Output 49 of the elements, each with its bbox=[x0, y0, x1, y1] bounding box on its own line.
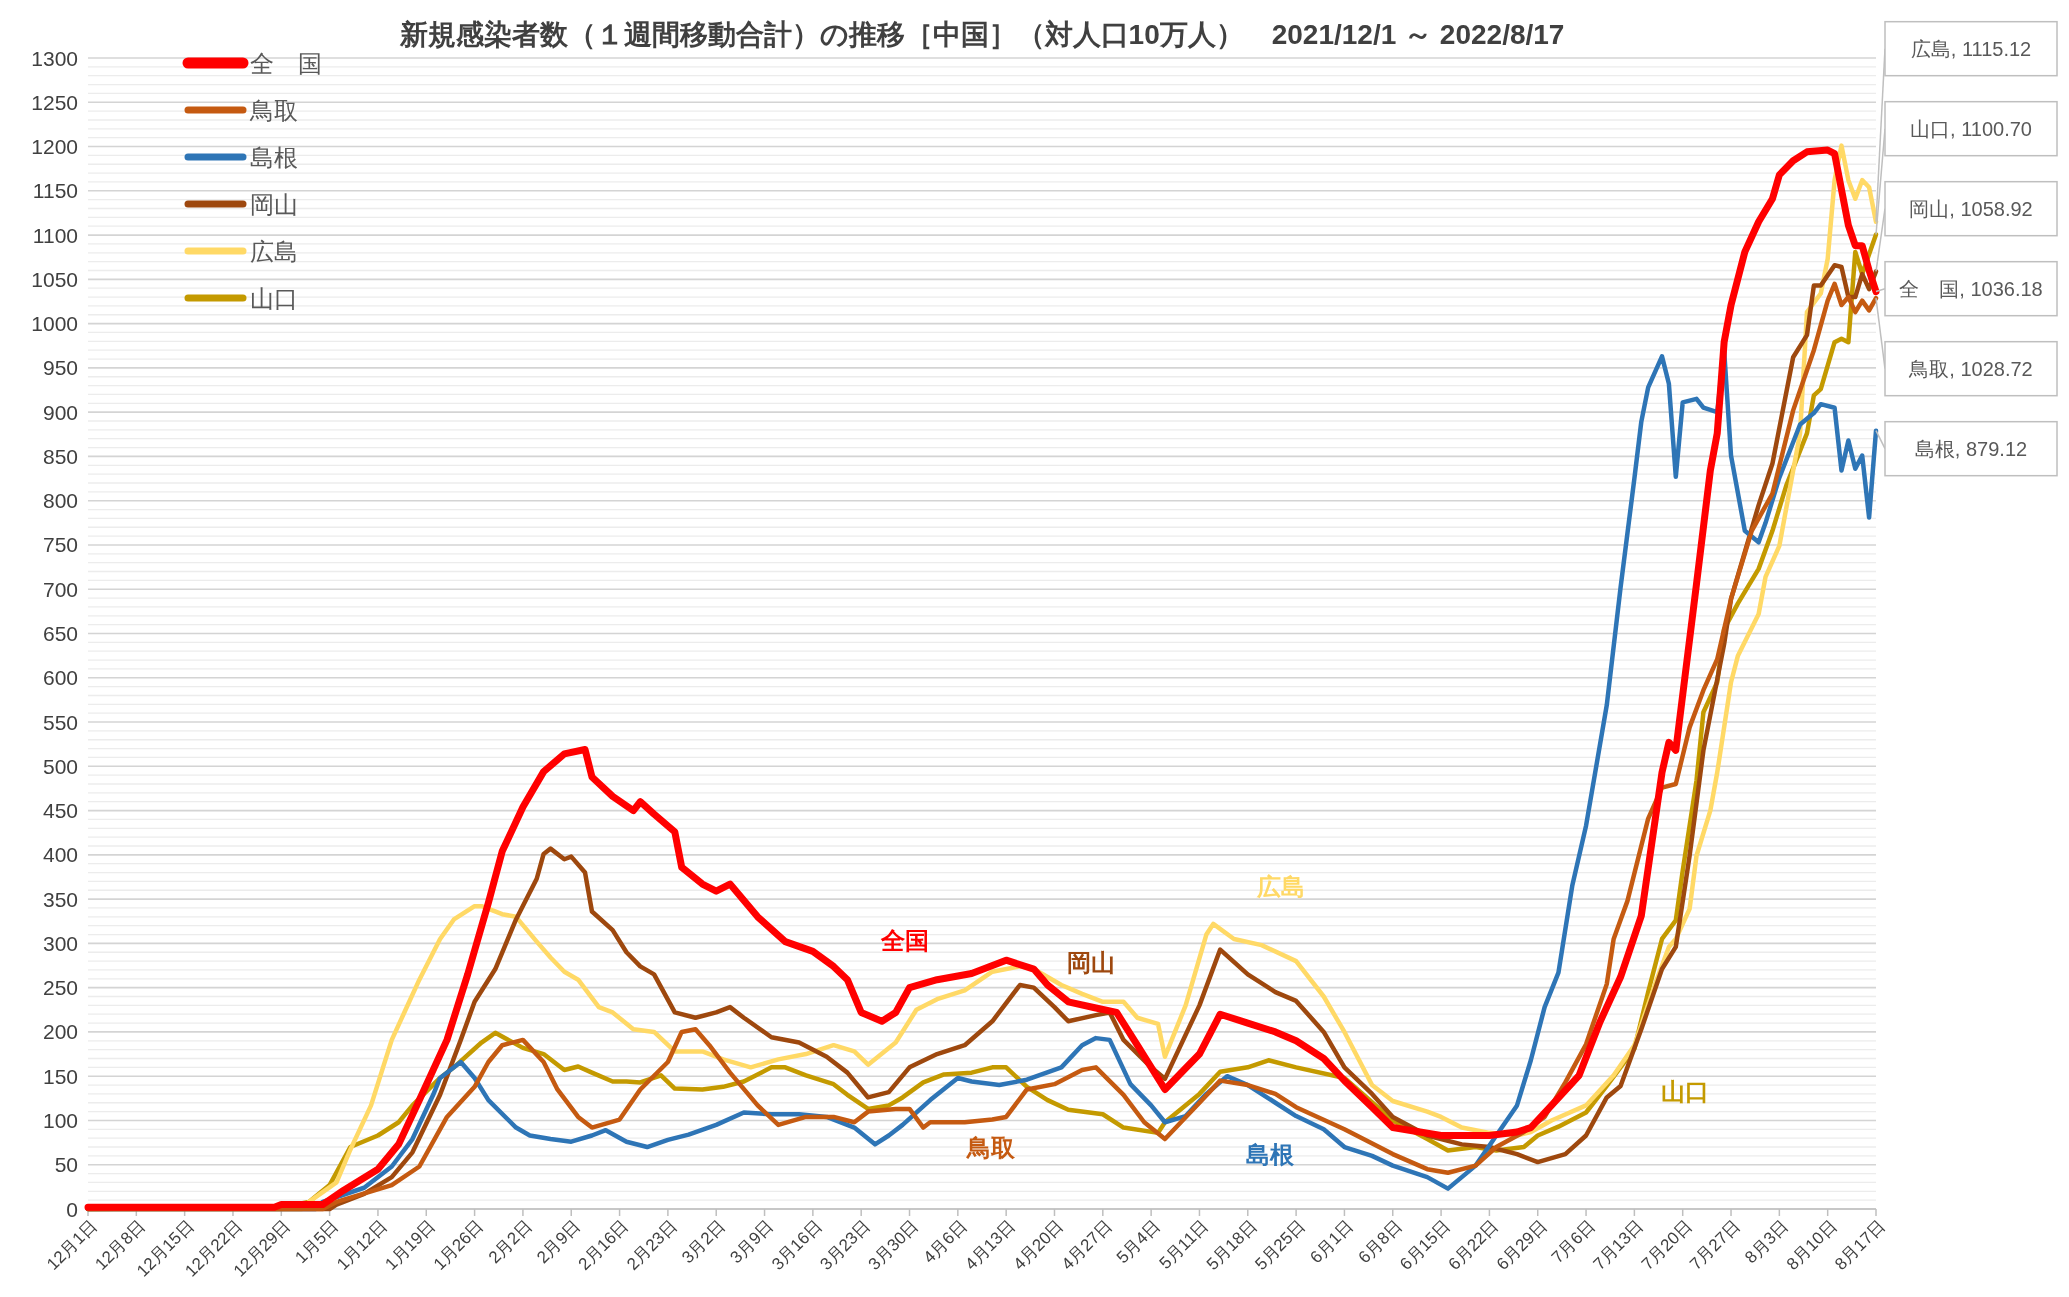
y-tick-label: 800 bbox=[42, 489, 78, 513]
annotation: 岡山, 1058.92 bbox=[1909, 197, 2033, 220]
y-tick-label: 250 bbox=[42, 976, 78, 1000]
x-tick-label: 6月1日 bbox=[1306, 1216, 1358, 1268]
y-tick-label: 1000 bbox=[31, 312, 78, 336]
annotation: 山口, 1100.70 bbox=[1910, 117, 2032, 140]
annotation: 鳥取, 1028.72 bbox=[1908, 357, 2033, 380]
annotation: 山口 bbox=[1660, 1078, 1709, 1106]
legend-label: 岡山 bbox=[250, 190, 298, 218]
y-tick-label: 900 bbox=[42, 400, 78, 424]
y-tick-label: 550 bbox=[42, 710, 78, 734]
y-tick-label: 0 bbox=[66, 1197, 78, 1221]
annotation: 広島 bbox=[1255, 873, 1305, 901]
y-tick-label: 1300 bbox=[31, 46, 78, 70]
legend-label: 全 国 bbox=[250, 49, 322, 77]
annotation: 全 国, 1036.18 bbox=[1899, 277, 2043, 300]
legend-label: 鳥取 bbox=[249, 96, 298, 124]
y-tick-label: 450 bbox=[42, 799, 78, 823]
y-tick-label: 750 bbox=[42, 533, 78, 557]
annotation: 全国 bbox=[880, 927, 930, 955]
y-tick-label: 350 bbox=[42, 887, 78, 911]
x-tick-label: 2月2日 bbox=[484, 1216, 536, 1268]
y-tick-label: 1100 bbox=[32, 223, 78, 247]
y-tick-label: 50 bbox=[54, 1153, 78, 1177]
y-tick-label: 300 bbox=[42, 931, 78, 955]
annotation: 広島, 1115.12 bbox=[1910, 37, 2032, 60]
y-tick-label: 650 bbox=[42, 622, 78, 645]
y-tick-label: 1250 bbox=[31, 90, 78, 114]
annotation: 島根, 879.12 bbox=[1914, 437, 2028, 460]
legend-label: 島根 bbox=[250, 143, 298, 171]
y-tick-label: 500 bbox=[42, 754, 78, 778]
y-tick-label: 600 bbox=[42, 666, 78, 690]
legend-label: 山口 bbox=[250, 284, 298, 312]
y-tick-label: 1200 bbox=[31, 135, 78, 159]
annotation: 島根 bbox=[1245, 1141, 1295, 1169]
y-tick-label: 950 bbox=[42, 356, 78, 380]
y-tick-label: 850 bbox=[42, 444, 78, 468]
y-tick-label: 400 bbox=[42, 843, 78, 867]
legend-label: 広島 bbox=[250, 237, 298, 265]
annotation: 岡山 bbox=[1067, 949, 1116, 977]
y-tick-label: 1150 bbox=[32, 179, 78, 203]
y-tick-label: 150 bbox=[42, 1064, 78, 1088]
y-tick-label: 700 bbox=[42, 577, 78, 601]
y-tick-label: 1050 bbox=[31, 267, 78, 291]
chart-title: 新規感染者数（１週間移動合計）の推移［中国］（対人口10万人） 2021/12/1 ～ 2022/8/17 bbox=[398, 18, 1565, 50]
y-tick-label: 200 bbox=[42, 1020, 78, 1044]
y-tick-label: 100 bbox=[42, 1108, 78, 1132]
x-tick-label: 3月2日 bbox=[678, 1216, 729, 1268]
annotation: 鳥取 bbox=[965, 1134, 1016, 1162]
